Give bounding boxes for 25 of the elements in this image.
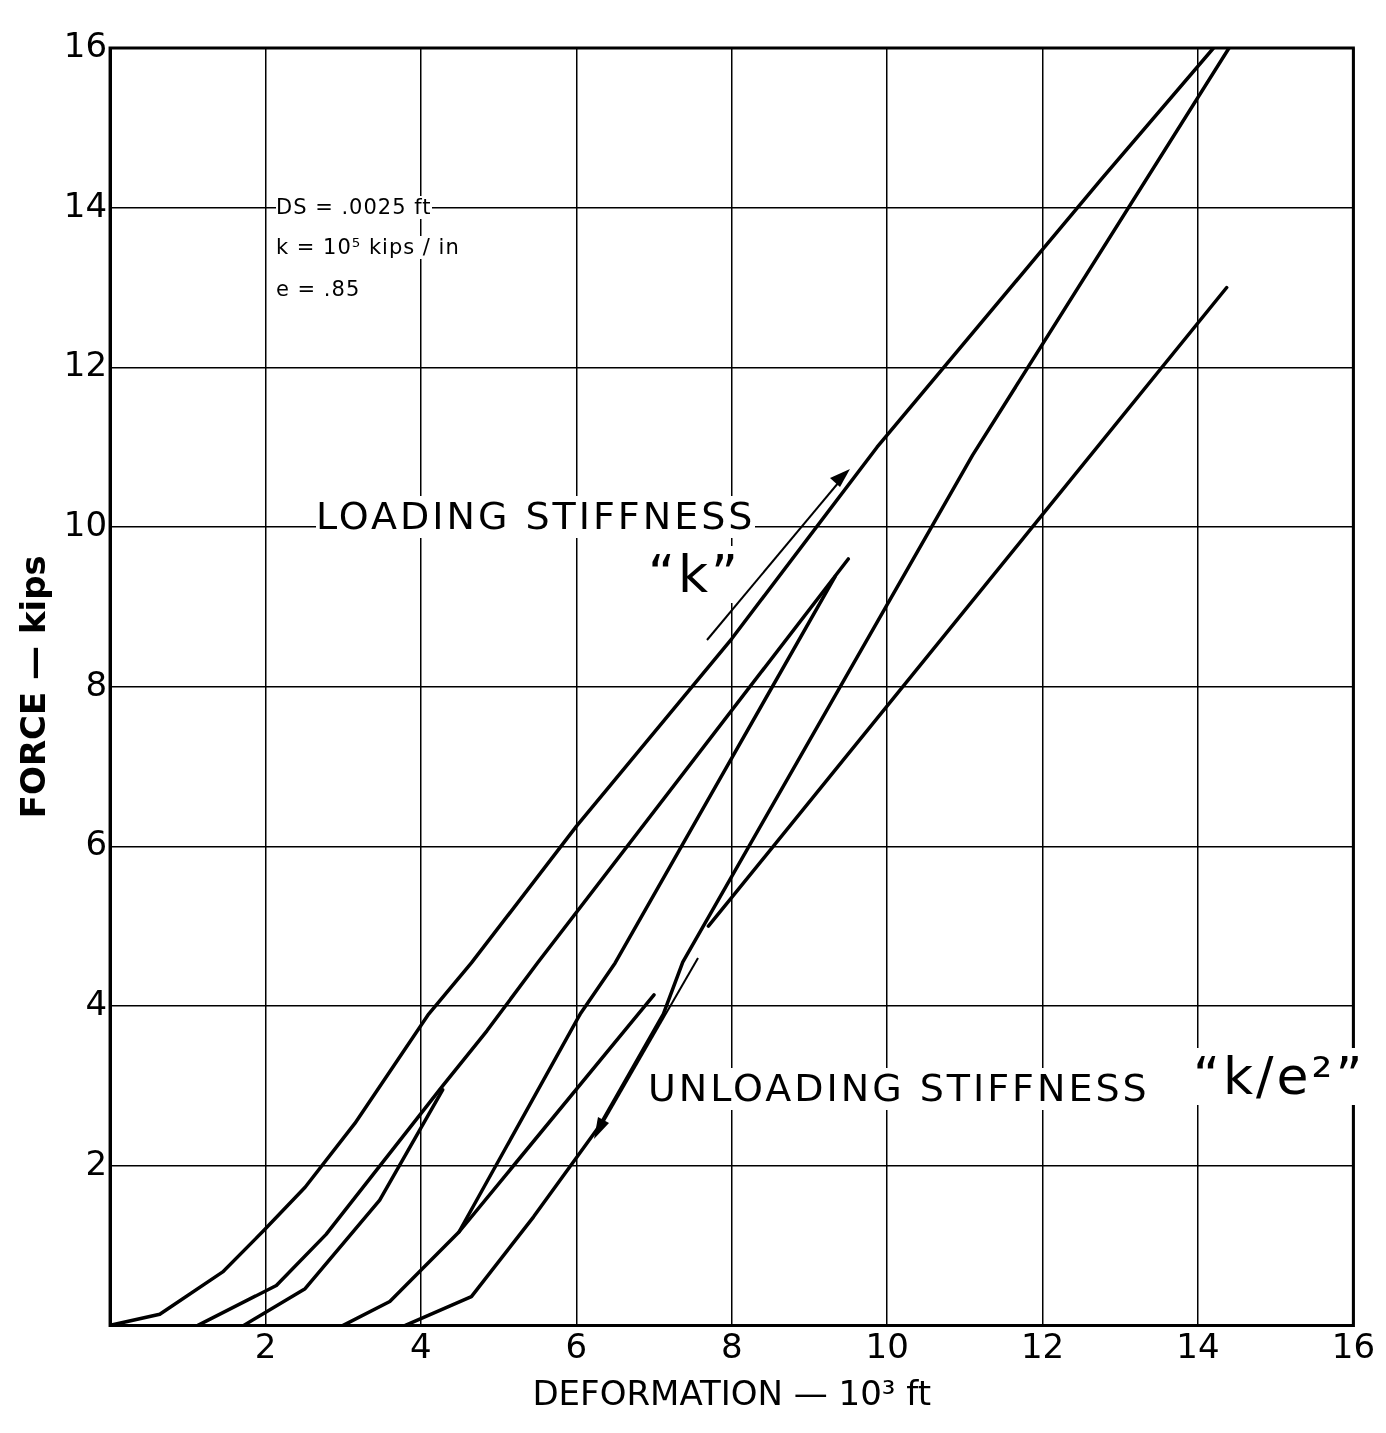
x-tick-label: 4 [410,1325,432,1366]
y-tick-label: 4 [85,982,108,1023]
y-tick-label: 10 [63,503,108,544]
x-tick-label: 2 [254,1325,277,1366]
y-tick-label: 14 [63,184,108,225]
x-axis-title: DEFORMATION — 10³ ft [532,1373,932,1414]
y-tick-label: 6 [85,823,108,864]
x-tick-label: 6 [565,1325,588,1366]
x-tick-label: 12 [1020,1325,1065,1366]
annotation: LOADING STIFFNESS [316,494,756,538]
y-axis-title: FORCE — kips [13,555,54,819]
x-tick-label: 14 [1176,1325,1220,1366]
annotation: UNLOADING STIFFNESS [648,1066,1150,1110]
annotation: “k/e²” [1193,1046,1366,1106]
x-tick-label: 8 [720,1325,743,1366]
y-tick-label: 16 [63,24,108,65]
x-tick-label: 10 [865,1325,909,1366]
annotation: k = 10⁵ kips / in [276,235,460,260]
y-tick-label: 12 [63,344,108,385]
y-tick-label: 2 [85,1142,108,1183]
annotation: “k” [648,544,741,604]
annotation: DS = .0025 ft [276,195,432,220]
x-tick-label: 16 [1331,1325,1375,1366]
y-tick-label: 8 [85,663,108,704]
annotation: e = .85 [276,277,361,302]
